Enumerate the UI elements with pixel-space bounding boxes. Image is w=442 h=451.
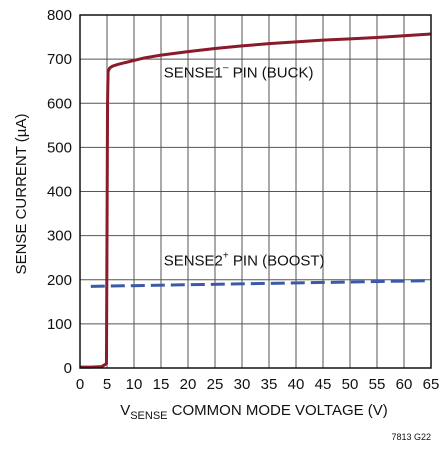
annotation-rest: PIN (BOOST) (229, 253, 325, 270)
annotation-superscript: + (223, 251, 229, 262)
x-tick-label-35: 35 (261, 376, 278, 393)
figure-id: 7813 G22 (391, 432, 431, 442)
y-axis-label: SENSE CURRENT (µA) (13, 114, 30, 275)
y-tick-label-0: 0 (64, 360, 72, 377)
x-axis-label: VSENSE COMMON MODE VOLTAGE (V) (120, 402, 388, 422)
x-tick-label-50: 50 (342, 376, 359, 393)
plot-frame (79, 14, 432, 369)
y-tick-label-800: 800 (47, 7, 72, 24)
series-line-sense2-boost (90, 279, 432, 288)
x-tick-label-25: 25 (207, 376, 224, 393)
y-tick-labels: 0 100 200 300 400 500 600 700 800 (47, 7, 72, 377)
annotations: SENSE1– PIN (BUCK) SENSE2+ PIN (BOOST) (164, 63, 325, 270)
x-tick-label-60: 60 (396, 376, 413, 393)
x-tick-label-10: 10 (126, 376, 143, 393)
series-line-sense1-buck (80, 32, 432, 369)
y-tick-label-700: 700 (47, 51, 72, 68)
y-tick-label-100: 100 (47, 316, 72, 333)
x-tick-label-15: 15 (153, 376, 170, 393)
annotation-main: SENSE1 (164, 65, 223, 82)
series-lines (80, 32, 432, 369)
plot-border (79, 14, 432, 369)
grid (80, 15, 431, 368)
x-axis-label-main: V (120, 402, 130, 419)
y-tick-label-600: 600 (47, 95, 72, 112)
x-tick-label-5: 5 (103, 376, 111, 393)
y-tick-label-200: 200 (47, 272, 72, 289)
y-tick-label-300: 300 (47, 228, 72, 245)
x-axis-label-rest: COMMON MODE VOLTAGE (V) (168, 402, 388, 419)
x-tick-label-30: 30 (234, 376, 251, 393)
x-tick-label-0: 0 (76, 376, 84, 393)
annotation-sense1-buck: SENSE1– PIN (BUCK) (164, 63, 314, 82)
annotation-superscript: – (223, 63, 229, 74)
x-tick-label-45: 45 (315, 376, 332, 393)
annotation-main: SENSE2 (164, 253, 223, 270)
annotation-rest: PIN (BUCK) (228, 65, 313, 82)
x-axis-label-subscript: SENSE (130, 410, 167, 422)
x-tick-label-20: 20 (180, 376, 197, 393)
annotation-sense2-boost: SENSE2+ PIN (BOOST) (164, 251, 325, 270)
y-tick-label-400: 400 (47, 184, 72, 201)
y-tick-label-500: 500 (47, 139, 72, 156)
x-tick-labels: 0 5 10 15 20 25 30 35 40 45 50 55 60 65 (76, 376, 440, 393)
x-tick-label-40: 40 (288, 376, 305, 393)
x-tick-label-65: 65 (423, 376, 440, 393)
x-tick-label-55: 55 (369, 376, 386, 393)
